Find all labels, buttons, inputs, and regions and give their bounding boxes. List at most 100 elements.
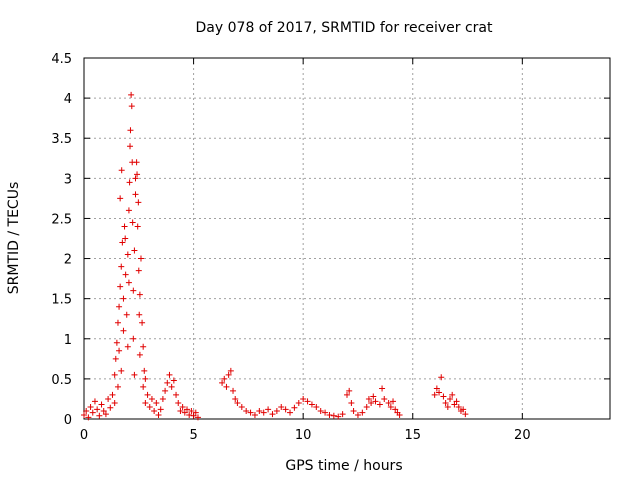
data-point-8 xyxy=(98,401,105,408)
data-point-126 xyxy=(354,411,361,418)
data-point-78 xyxy=(170,377,177,384)
data-point-106 xyxy=(273,407,280,414)
y-tick-label-6: 3 xyxy=(64,172,72,187)
data-point-98 xyxy=(238,403,245,410)
data-point-152 xyxy=(453,398,460,405)
data-point-55 xyxy=(135,267,142,274)
data-point-10 xyxy=(102,411,109,418)
data-point-3 xyxy=(87,403,94,410)
data-point-145 xyxy=(438,374,445,381)
data-point-119 xyxy=(330,412,337,419)
data-point-130 xyxy=(368,399,375,406)
data-point-35 xyxy=(124,343,131,350)
data-point-53 xyxy=(134,223,141,230)
data-point-117 xyxy=(322,409,329,416)
data-point-99 xyxy=(243,407,250,414)
data-point-30 xyxy=(121,223,128,230)
y-tick-label-0: 0 xyxy=(64,413,72,428)
data-point-5 xyxy=(91,398,98,405)
data-point-32 xyxy=(122,271,129,278)
data-point-83 xyxy=(181,409,188,416)
data-point-104 xyxy=(265,406,272,413)
x-axis-ticks: 0 5 10 15 20 xyxy=(80,58,531,443)
data-point-18 xyxy=(114,319,121,326)
data-point-74 xyxy=(162,387,169,394)
data-point-47 xyxy=(131,247,138,254)
data-point-100 xyxy=(247,409,254,416)
y-axis-label: SRMTID / TECUs xyxy=(6,182,22,295)
x-tick-label-0: 0 xyxy=(80,428,88,443)
data-point-105 xyxy=(269,411,276,418)
data-point-93 xyxy=(225,371,232,378)
data-point-151 xyxy=(451,401,458,408)
data-point-16 xyxy=(112,355,119,362)
data-point-89 xyxy=(194,414,201,421)
data-point-94 xyxy=(227,367,234,374)
data-point-48 xyxy=(131,371,138,378)
data-point-122 xyxy=(344,391,350,398)
data-point-92 xyxy=(223,383,230,390)
data-point-4 xyxy=(89,409,96,416)
y-tick-label-1: 0.5 xyxy=(51,373,72,388)
data-point-17 xyxy=(113,339,120,346)
data-point-138 xyxy=(390,398,397,405)
data-point-90 xyxy=(219,379,226,386)
data-point-15 xyxy=(111,399,118,406)
data-point-41 xyxy=(128,91,135,98)
data-point-21 xyxy=(116,347,123,354)
data-point-110 xyxy=(291,404,298,411)
data-point-141 xyxy=(396,411,403,418)
data-point-108 xyxy=(282,406,289,413)
data-point-128 xyxy=(363,403,370,410)
data-point-134 xyxy=(379,385,386,392)
data-point-149 xyxy=(447,395,454,402)
data-point-19 xyxy=(114,383,121,390)
data-point-34 xyxy=(124,251,131,258)
data-point-115 xyxy=(313,403,320,410)
data-point-96 xyxy=(232,395,239,402)
data-point-52 xyxy=(134,171,141,178)
data-point-116 xyxy=(317,407,324,414)
y-tick-label-8: 4 xyxy=(64,92,72,107)
grid-lines xyxy=(84,58,610,419)
data-point-76 xyxy=(166,371,173,378)
data-point-12 xyxy=(107,404,114,411)
data-point-13 xyxy=(109,391,116,398)
data-point-156 xyxy=(462,411,469,418)
data-point-95 xyxy=(230,387,237,394)
data-point-36 xyxy=(125,207,132,214)
data-point-58 xyxy=(136,291,143,298)
data-point-136 xyxy=(385,399,392,406)
data-point-125 xyxy=(350,407,357,414)
data-points xyxy=(81,91,469,421)
chart-title: Day 078 of 2017, SRMTID for receiver cra… xyxy=(196,20,493,36)
data-point-155 xyxy=(460,406,467,413)
x-tick-label-2: 10 xyxy=(295,428,312,443)
data-point-73 xyxy=(159,395,166,402)
data-point-64 xyxy=(142,375,149,382)
data-point-63 xyxy=(141,367,148,374)
data-point-114 xyxy=(308,401,315,408)
data-point-150 xyxy=(449,391,456,398)
data-point-80 xyxy=(175,399,182,406)
data-point-23 xyxy=(117,195,124,202)
data-point-87 xyxy=(190,412,197,419)
data-point-24 xyxy=(118,263,125,270)
data-point-131 xyxy=(370,393,377,400)
data-point-133 xyxy=(376,401,383,408)
data-point-33 xyxy=(123,311,130,318)
data-point-107 xyxy=(278,403,285,410)
data-point-148 xyxy=(444,403,451,410)
data-point-132 xyxy=(372,398,379,405)
data-point-91 xyxy=(221,375,228,382)
data-point-37 xyxy=(125,279,132,286)
data-point-1 xyxy=(83,407,90,414)
y-tick-label-5: 2.5 xyxy=(51,212,72,227)
x-tick-label-1: 5 xyxy=(189,428,197,443)
data-point-38 xyxy=(126,179,133,186)
data-point-22 xyxy=(117,283,124,290)
data-point-11 xyxy=(105,395,112,402)
data-point-102 xyxy=(256,407,263,414)
data-point-75 xyxy=(164,379,171,386)
